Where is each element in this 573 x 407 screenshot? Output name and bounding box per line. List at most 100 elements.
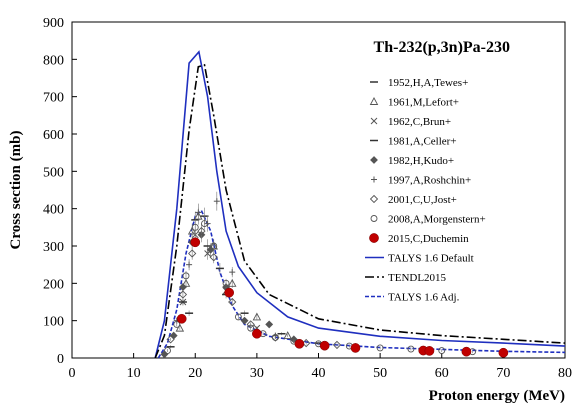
data-point-7 xyxy=(376,344,384,352)
series-line-9 xyxy=(154,50,566,359)
series-line-11 xyxy=(157,209,566,359)
data-point-7 xyxy=(407,345,415,353)
y-tick-label: 200 xyxy=(43,277,64,292)
data-point-7 xyxy=(210,242,218,250)
data-point-8 xyxy=(252,328,262,339)
data-point-7 xyxy=(164,347,171,354)
data-point-8 xyxy=(319,340,330,351)
data-point-6 xyxy=(188,249,197,258)
legend-label: TALYS 1.6 Adj. xyxy=(388,292,460,304)
legend-label: TENDL2015 xyxy=(388,272,447,284)
legend-label: 1997,A,Roshchin+ xyxy=(388,175,471,187)
legend-swatch xyxy=(370,156,378,164)
data-point-7 xyxy=(438,347,446,354)
x-axis-title: Proton energy (MeV) xyxy=(429,388,565,404)
legend-item: 2015,C,Duchemin xyxy=(369,233,469,245)
data-point-8 xyxy=(176,313,187,324)
data-point-6 xyxy=(166,335,175,344)
legend-swatch xyxy=(370,215,378,222)
data-point-6 xyxy=(178,290,188,299)
y-tick-label: 800 xyxy=(43,53,64,68)
legend-label: 2001,C,U,Jost+ xyxy=(388,194,457,206)
data-point-1 xyxy=(252,312,262,321)
legend-item: 1997,A,Roshchin+ xyxy=(371,175,471,187)
data-point-8 xyxy=(424,346,435,356)
x-tick-label: 60 xyxy=(435,366,449,381)
y-tick-label: 100 xyxy=(43,315,64,330)
data-point-5 xyxy=(213,198,220,205)
legend-swatch xyxy=(369,97,379,105)
data-point-5 xyxy=(195,209,202,216)
data-point-1 xyxy=(283,331,292,340)
data-point-8 xyxy=(190,237,201,248)
data-point-7 xyxy=(191,223,199,231)
legend-swatch xyxy=(369,194,379,204)
data-point-4 xyxy=(169,331,178,340)
data-point-7 xyxy=(271,334,279,341)
y-tick-label: 500 xyxy=(43,165,64,180)
data-point-7 xyxy=(182,272,190,280)
model-curves xyxy=(154,50,566,359)
legend-label: 2015,C,Duchemin xyxy=(388,233,469,245)
legend-swatch xyxy=(370,117,378,125)
data-point-6 xyxy=(228,297,237,307)
legend-item: 1981,A,Celler+ xyxy=(370,136,457,148)
legend-label: TALYS 1.6 Default xyxy=(388,253,474,265)
experimental-points xyxy=(160,191,509,359)
x-tick-label: 30 xyxy=(250,366,264,381)
data-point-7 xyxy=(247,324,255,332)
x-tick-label: 20 xyxy=(188,366,202,381)
legend-swatch xyxy=(369,233,379,243)
y-tick-label: 0 xyxy=(57,352,64,367)
x-tick-label: 50 xyxy=(373,366,387,381)
x-tick-label: 40 xyxy=(312,366,326,381)
data-point-7 xyxy=(222,279,230,287)
data-point-7 xyxy=(234,313,242,321)
legend-label: 1981,A,Celler+ xyxy=(388,136,457,148)
axes: 0 10 20 30 40 50 60 70 8001002003004005006007008… xyxy=(43,16,572,381)
y-tick-label: 700 xyxy=(43,91,64,106)
x-tick-label: 10 xyxy=(127,366,141,381)
plot-frame xyxy=(71,21,566,359)
data-point-8 xyxy=(350,343,361,353)
data-point-6 xyxy=(332,340,342,350)
y-tick-label: 400 xyxy=(43,203,64,218)
y-tick-label: 300 xyxy=(43,240,64,255)
legend-item: 1952,H,A,Tewes+ xyxy=(370,77,468,89)
data-point-5 xyxy=(229,269,236,276)
data-point-4 xyxy=(265,320,274,329)
data-point-8 xyxy=(461,346,472,357)
legend-item: TALYS 1.6 Default xyxy=(365,253,474,265)
data-point-5 xyxy=(241,317,248,324)
data-point-6 xyxy=(271,333,280,342)
legend-label: 1952,H,A,Tewes+ xyxy=(388,77,468,89)
x-tick-label: 70 xyxy=(496,366,510,381)
y-axis-title: Cross section (mb) xyxy=(8,131,24,250)
data-point-7 xyxy=(173,320,181,328)
legend: 1952,H,A,Tewes+ 1961,M,Lefort+ 1962,C,Brun… xyxy=(365,77,486,304)
legend-item: 1982,H,Kudo+ xyxy=(370,155,454,167)
data-point-8 xyxy=(498,347,509,358)
x-tick-label: 80 xyxy=(558,366,572,381)
data-point-1 xyxy=(227,278,237,287)
x-tick-label: 0 xyxy=(69,366,76,381)
legend-item: TALYS 1.6 Adj. xyxy=(365,292,460,304)
legend-label: 1962,C,Brun+ xyxy=(388,116,451,128)
data-point-7 xyxy=(201,220,208,228)
legend-swatch xyxy=(371,176,377,183)
legend-item: 2008,A,Morgenstern+ xyxy=(370,214,486,226)
y-tick-label: 900 xyxy=(43,16,64,31)
series-line-10 xyxy=(154,63,566,359)
data-point-6 xyxy=(197,226,206,236)
data-point-5 xyxy=(186,261,193,268)
legend-item: 2001,C,U,Jost+ xyxy=(369,194,457,206)
data-point-8 xyxy=(224,287,234,298)
legend-label: 2008,A,Morgenstern+ xyxy=(388,214,486,226)
data-point-8 xyxy=(294,338,305,349)
legend-item: 1961,M,Lefort+ xyxy=(369,97,459,109)
data-point-1 xyxy=(187,226,197,235)
legend-label: 1961,M,Lefort+ xyxy=(388,97,459,109)
data-point-1 xyxy=(175,323,185,332)
chart-title: Th-232(p,3n)Pa-230 xyxy=(374,39,510,56)
